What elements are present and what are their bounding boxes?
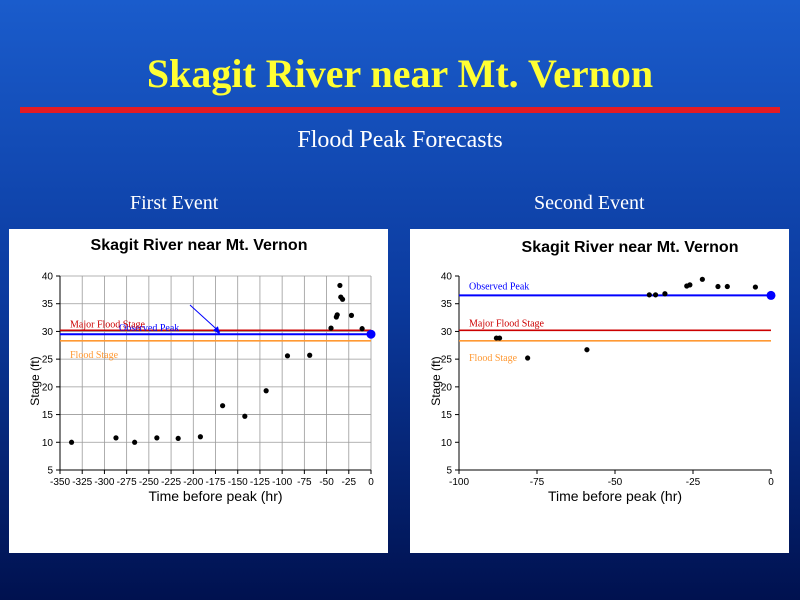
x-tick-label: -75 (530, 477, 545, 488)
forecast-point (646, 292, 652, 298)
forecast-point (496, 335, 503, 341)
observed-peak-arrowhead (212, 326, 220, 335)
forecast-point (724, 283, 730, 290)
x-tick-label: -50 (319, 477, 334, 488)
y-tick-label: 25 (441, 355, 453, 366)
forecast-point (584, 347, 590, 353)
x-tick-label: -100 (449, 477, 469, 488)
x-tick-label: -75 (297, 477, 312, 488)
y-tick-label: 10 (441, 438, 453, 449)
observed-peak-point (366, 329, 376, 339)
forecast-point (263, 388, 269, 394)
y-tick-label: 15 (42, 410, 54, 421)
x-tick-label: 0 (768, 477, 774, 488)
y-axis-label: Stage (ft) (28, 356, 42, 405)
forecast-point (339, 296, 346, 302)
x-tick-label: -125 (250, 477, 270, 488)
x-tick-label: -200 (183, 477, 203, 488)
x-tick-label: -175 (205, 477, 225, 488)
forecast-point (284, 353, 291, 359)
first-event-label: First Event (130, 192, 219, 214)
forecast-point (328, 325, 334, 331)
y-tick-label: 15 (441, 410, 453, 421)
forecast-point (715, 283, 721, 290)
x-tick-label: -225 (161, 477, 181, 488)
slide-title: Skagit River near Mt. Vernon (146, 51, 654, 96)
observed-peak-point (766, 290, 776, 300)
forecast-point (699, 276, 705, 282)
flood-stage-annotation: Flood Stage (469, 353, 518, 364)
forecast-point (687, 282, 693, 288)
y-tick-label: 30 (42, 327, 54, 338)
chart-title: Skagit River near Mt. Vernon (91, 237, 308, 254)
forecast-point (752, 284, 758, 290)
forecast-point (154, 435, 160, 441)
x-tick-label: -250 (139, 477, 159, 488)
second-event-label: Second Event (534, 192, 645, 214)
forecast-point (337, 282, 343, 289)
forecast-point (175, 435, 181, 442)
y-tick-label: 20 (42, 382, 54, 393)
major-flood-stage-annotation: Major Flood Stage (70, 319, 146, 330)
forecast-point (132, 439, 138, 445)
forecast-point (662, 291, 668, 297)
x-tick-label: -300 (94, 477, 114, 488)
observed-peak-arrow (189, 304, 221, 333)
observed-peak-annotation: Observed Peak (469, 281, 529, 292)
slide-subtitle: Flood Peak Forecasts (297, 127, 503, 153)
y-axis-label: Stage (ft) (429, 356, 443, 405)
forecast-point (242, 413, 248, 419)
forecast-point (68, 439, 75, 445)
forecast-point (652, 292, 659, 298)
y-tick-label: 35 (42, 299, 54, 310)
y-tick-label: 10 (42, 438, 54, 449)
second-event-chart-panel: 5 10 15 20 25 30 35 40 -100 -75 -50 -25 0 Skagit Rive… (410, 229, 789, 553)
flood-stage-annotation: Flood Stage (70, 350, 119, 361)
y-tick-label: 5 (47, 466, 53, 477)
y-tick-label: 20 (441, 382, 453, 393)
forecast-point (220, 403, 226, 409)
x-tick-label: 0 (368, 477, 374, 488)
forecast-point (359, 326, 365, 332)
title-divider (20, 107, 780, 113)
forecast-point (348, 312, 355, 318)
x-axis-label: Time before peak (hr) (148, 488, 282, 504)
y-tick-label: 25 (42, 355, 54, 366)
observed-peak-annotation: Observed Peak (119, 323, 179, 334)
y-tick-label: 30 (441, 327, 453, 338)
x-tick-label: -350 (50, 477, 70, 488)
forecast-point (525, 355, 531, 361)
second-event-chart: 5 10 15 20 25 30 35 40 -100 -75 -50 -25 0 Skagit Rive… (429, 239, 776, 504)
chart-title: Skagit River near Mt. Vernon (522, 239, 739, 256)
x-tick-label: -50 (608, 477, 623, 488)
x-tick-label: -25 (342, 477, 357, 488)
y-tick-label: 35 (441, 299, 453, 310)
x-tick-label: -275 (117, 477, 137, 488)
forecast-point (113, 435, 119, 441)
forecast-point (197, 434, 203, 440)
x-tick-label: -150 (228, 477, 248, 488)
x-tick-label: -325 (72, 477, 92, 488)
forecast-point (334, 312, 340, 318)
x-tick-label: -25 (686, 477, 701, 488)
major-flood-stage-annotation: Major Flood Stage (469, 318, 545, 329)
x-tick-label: -100 (272, 477, 292, 488)
y-tick-label: 5 (446, 466, 452, 477)
first-event-chart-panel: 5 10 15 20 25 30 35 40 -350 -325 -300 -275 -250 -225-… (9, 229, 388, 553)
x-axis-label: Time before peak (hr) (548, 488, 682, 504)
forecast-point (307, 352, 313, 358)
y-tick-label: 40 (441, 272, 453, 283)
y-tick-label: 40 (42, 272, 54, 283)
